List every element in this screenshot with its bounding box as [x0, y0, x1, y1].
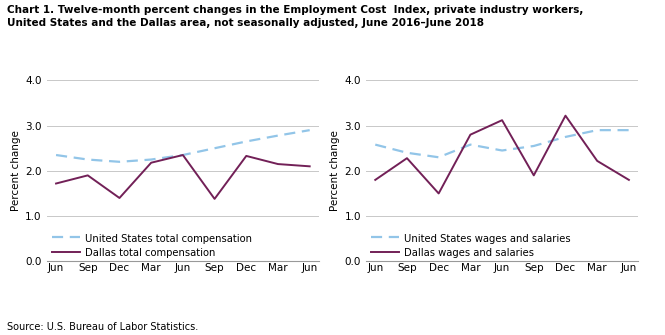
- Text: United States and the Dallas area, not seasonally adjusted, June 2016–June 2018: United States and the Dallas area, not s…: [7, 18, 483, 28]
- Y-axis label: Percent change: Percent change: [331, 130, 340, 211]
- Text: Source: U.S. Bureau of Labor Statistics.: Source: U.S. Bureau of Labor Statistics.: [7, 322, 198, 332]
- Y-axis label: Percent change: Percent change: [11, 130, 21, 211]
- Legend: United States wages and salaries, Dallas wages and salaries: United States wages and salaries, Dallas…: [371, 233, 571, 258]
- Legend: United States total compensation, Dallas total compensation: United States total compensation, Dallas…: [52, 233, 251, 258]
- Text: Chart 1. Twelve-month percent changes in the Employment Cost  Index, private ind: Chart 1. Twelve-month percent changes in…: [7, 5, 583, 15]
